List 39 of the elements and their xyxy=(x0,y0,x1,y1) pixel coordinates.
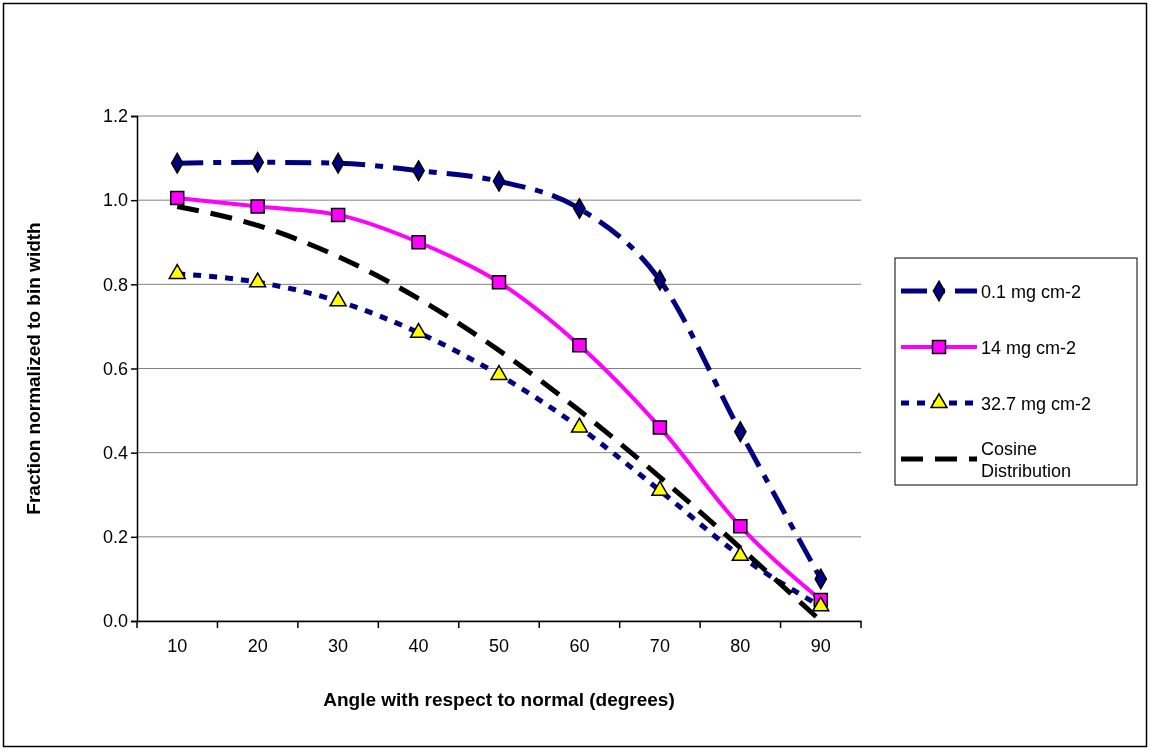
x-tick-label: 20 xyxy=(247,635,268,656)
y-tick-label: 0.6 xyxy=(102,358,128,379)
point xyxy=(248,272,267,288)
point xyxy=(330,207,346,223)
point xyxy=(572,338,587,353)
point xyxy=(409,322,428,339)
point xyxy=(731,545,750,562)
point xyxy=(329,291,347,307)
x-tick-label: 50 xyxy=(488,635,510,656)
x-tick-label: 80 xyxy=(730,635,751,656)
y-tick-label: 1.0 xyxy=(102,190,128,211)
y-tick-label: 1.2 xyxy=(102,106,128,127)
point xyxy=(652,420,668,435)
x-tick-label: 10 xyxy=(167,635,188,656)
legend-label: 14 mg cm-2 xyxy=(981,338,1077,358)
y-tick-label: 0.2 xyxy=(102,527,128,548)
legend-label: 0.1 mg cm-2 xyxy=(981,282,1082,302)
point xyxy=(491,274,507,290)
point xyxy=(651,480,669,496)
point xyxy=(490,364,508,381)
x-tick-label: 70 xyxy=(649,635,670,656)
point xyxy=(250,199,265,214)
x-axis-title: Angle with respect to normal (degrees) xyxy=(323,689,675,710)
legend-label: Cosine Distribution xyxy=(981,439,1072,481)
point xyxy=(411,234,426,250)
point xyxy=(570,417,589,433)
y-tick-label: 0.0 xyxy=(102,611,128,632)
x-tick-label: 40 xyxy=(408,635,429,656)
legend-label: 32.7 mg cm-2 xyxy=(981,394,1092,414)
point xyxy=(169,190,185,206)
y-axis-title: Fraction normalized to bin width xyxy=(23,222,44,515)
point xyxy=(812,596,830,612)
y-tick-label: 0.4 xyxy=(102,442,128,463)
point xyxy=(733,519,748,534)
x-tick-label: 60 xyxy=(569,635,590,656)
x-tick-label: 30 xyxy=(328,635,349,656)
point xyxy=(168,263,186,280)
y-tick-label: 0.8 xyxy=(102,274,128,295)
x-tick-label: 90 xyxy=(810,635,831,656)
